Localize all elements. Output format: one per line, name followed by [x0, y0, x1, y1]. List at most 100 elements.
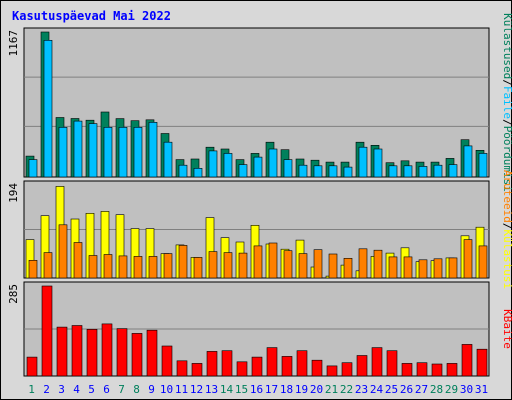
bar-middle-Aruteeid-day-4 [73, 242, 83, 279]
bar-top-Faile-day-4 [73, 120, 83, 178]
bar-middle-Aruteeid-day-25 [388, 256, 398, 279]
x-tick-label: 12 [190, 383, 203, 396]
bar-middle-Aruteeid-day-11 [178, 245, 188, 279]
bar-middle-Aruteeid-day-6 [103, 254, 113, 279]
legend-part: KBaite [501, 309, 512, 349]
bar-bottom-KBaite-day-10 [161, 345, 173, 377]
bar-bottom-KBaite-day-9 [146, 329, 158, 377]
bar-middle-Aruteeid-day-31 [478, 245, 488, 279]
legend-part: / [501, 79, 512, 86]
legend-part: Külastusi [501, 230, 512, 290]
x-tick-label: 10 [160, 383, 173, 396]
x-tick-label: 22 [340, 383, 353, 396]
panel-bottom: 285 KBaite [7, 281, 512, 377]
bar-middle-Aruteeid-day-29 [448, 257, 458, 279]
bar-bottom-KBaite-day-29 [446, 363, 458, 377]
bar-middle-Aruteeid-day-16 [253, 245, 263, 279]
bar-bottom-KBaite-day-17 [266, 347, 278, 377]
panel-middle: 194 Aruteeid/Külastusi [7, 170, 512, 289]
x-tick-label: 30 [460, 383, 473, 396]
bar-top-Faile-day-15 [238, 164, 248, 178]
bar-top-Faile-day-26 [403, 165, 413, 178]
bar-top-Faile-day-30 [463, 145, 473, 178]
bar-bottom-KBaite-day-6 [101, 323, 113, 377]
x-tick-label: 26 [400, 383, 413, 396]
x-tick-label: 24 [370, 383, 384, 396]
x-tick-label: 27 [415, 383, 428, 396]
bar-top-Faile-day-6 [103, 127, 113, 178]
legend-part: Pöördumisi [501, 126, 512, 192]
x-tick-label: 6 [103, 383, 110, 396]
bar-bottom-KBaite-day-18 [281, 356, 293, 377]
bar-top-Faile-day-14 [223, 153, 233, 178]
x-tick-label: 31 [475, 383, 488, 396]
bar-top-Faile-day-13 [208, 150, 218, 178]
x-tick-label: 18 [280, 383, 293, 396]
bar-top-Faile-day-2 [43, 39, 53, 178]
bar-bottom-KBaite-day-24 [371, 347, 383, 377]
x-tick-label: 1 [28, 383, 35, 396]
bar-middle-Aruteeid-day-12 [193, 257, 203, 279]
bar-middle-Aruteeid-day-27 [418, 259, 428, 279]
bar-top-Faile-day-31 [478, 153, 488, 178]
bar-top-Faile-day-25 [388, 165, 398, 178]
bar-bottom-KBaite-day-12 [191, 363, 203, 377]
x-tick-label: 7 [118, 383, 125, 396]
bar-bottom-KBaite-day-23 [356, 355, 368, 377]
panel-middle-ymax-label: 194 [7, 183, 20, 203]
bar-bottom-KBaite-day-5 [86, 328, 98, 377]
bar-middle-Aruteeid-day-26 [403, 256, 413, 279]
bar-bottom-KBaite-day-8 [131, 333, 143, 377]
bar-middle-Aruteeid-day-24 [373, 249, 383, 279]
x-tick-label: 8 [133, 383, 140, 396]
bar-middle-Aruteeid-day-20 [313, 249, 323, 279]
bar-top-Faile-day-9 [148, 122, 158, 178]
x-axis-labels: 1 2 3 4 5 6 7 8 9 10 11 12 13 14 15 16 17 18 19 20 21 22 23 24 2… [28, 383, 488, 396]
bar-middle-Aruteeid-day-18 [283, 250, 293, 279]
x-tick-label: 14 [220, 383, 234, 396]
panel-bottom-legend-label: KBaite [501, 309, 512, 349]
bar-top-Faile-day-24 [373, 148, 383, 178]
panel-top-ymax-label: 1167 [7, 30, 20, 57]
bar-bottom-KBaite-day-22 [341, 362, 353, 377]
x-tick-label: 21 [325, 383, 338, 396]
bar-top-Faile-day-1 [28, 159, 38, 178]
x-tick-label: 28 [430, 383, 443, 396]
x-tick-label: 17 [265, 383, 278, 396]
bar-top-Faile-day-20 [313, 165, 323, 178]
bar-top-Faile-day-28 [433, 164, 443, 178]
bar-bottom-KBaite-day-28 [431, 363, 443, 377]
x-tick-label: 19 [295, 383, 308, 396]
bar-top-Faile-day-7 [118, 127, 128, 178]
x-tick-label: 2 [43, 383, 50, 396]
bar-top-Faile-day-18 [283, 159, 293, 178]
bar-top-Faile-day-11 [178, 164, 188, 178]
bar-top-Faile-day-12 [193, 168, 203, 178]
bar-middle-Aruteeid-day-8 [133, 256, 143, 279]
bar-middle-Aruteeid-day-23 [358, 248, 368, 279]
chart-title: Kasutuspäevad Mai 2022 [12, 9, 171, 23]
bar-bottom-KBaite-day-14 [221, 350, 233, 377]
bar-middle-Aruteeid-day-30 [463, 239, 473, 279]
x-tick-label: 16 [250, 383, 263, 396]
bar-middle-Aruteeid-day-1 [28, 259, 38, 279]
bar-top-Faile-day-22 [343, 166, 353, 178]
bar-bottom-KBaite-day-15 [236, 361, 248, 377]
panel-bottom-ymax-label: 285 [7, 284, 20, 304]
bar-bottom-KBaite-day-3 [56, 326, 68, 377]
x-tick-label: 4 [73, 383, 80, 396]
bar-bottom-KBaite-day-13 [206, 351, 218, 377]
bar-top-Faile-day-29 [448, 164, 458, 178]
bar-top-Faile-day-10 [163, 141, 173, 178]
bar-bottom-KBaite-day-27 [416, 362, 428, 377]
bar-top-Faile-day-23 [358, 146, 368, 178]
bar-top-Faile-day-19 [298, 164, 308, 178]
bar-bottom-KBaite-day-25 [386, 350, 398, 377]
bar-top-Faile-day-8 [133, 127, 143, 178]
chart-panels: 1167Külastused/Faile/Pöördumisi194Arutee… [7, 13, 512, 377]
bar-middle-Aruteeid-day-22 [343, 257, 353, 279]
bar-bottom-KBaite-day-2 [41, 285, 53, 377]
x-tick-label: 20 [310, 383, 323, 396]
